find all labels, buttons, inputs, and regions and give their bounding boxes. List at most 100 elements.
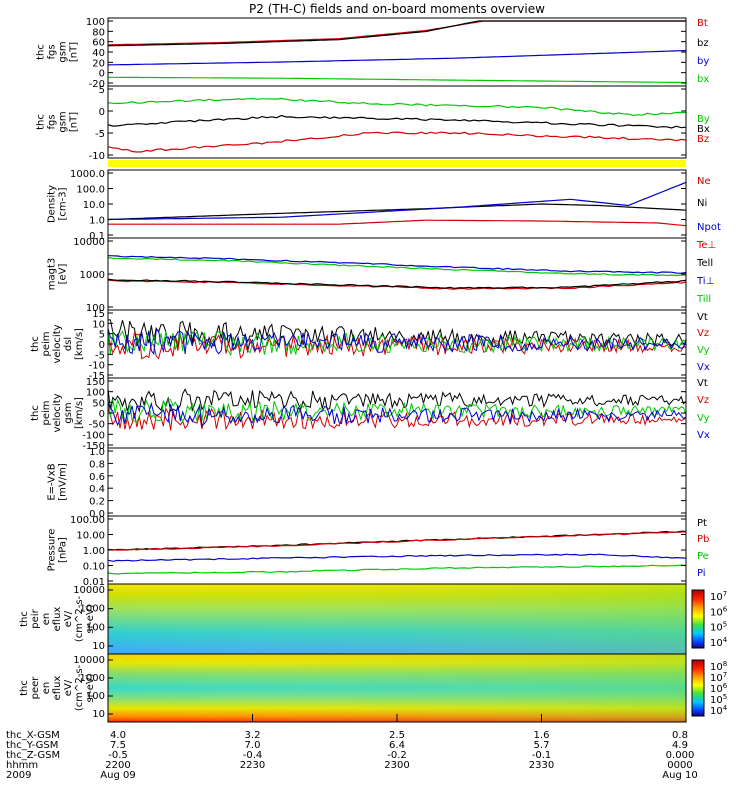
series-line-Tell	[107, 278, 687, 290]
x-tick-value: -0.2	[387, 750, 407, 761]
series-line-Te⊥	[107, 279, 687, 290]
x-tick-value: 2.5	[389, 730, 405, 741]
y-axis-label: velocity	[52, 393, 63, 432]
series-line-Ni	[107, 203, 687, 221]
y-axis-label: [cm-3]	[58, 187, 69, 220]
x-row-label: 2009	[6, 770, 31, 781]
panel-6	[107, 377, 687, 449]
legend-label: Till	[696, 294, 711, 305]
y-tick-label: 0.0	[89, 509, 105, 520]
legend-label: Ti⊥	[696, 276, 714, 287]
series-line-bx	[108, 76, 686, 84]
y-tick-label: -150	[82, 441, 105, 452]
legend-label: Vz	[697, 328, 709, 339]
panel-1	[107, 17, 687, 87]
series-line-bz	[107, 20, 686, 47]
x-tick-value: 0.8	[672, 730, 688, 741]
x-tick-value: -0.1	[532, 750, 552, 761]
y-tick-label: 10	[92, 319, 105, 330]
legend-label: Vx	[697, 430, 710, 441]
y-tick-label: -15	[89, 371, 105, 382]
y-tick-label: 100	[86, 388, 105, 399]
series-line-Vy	[107, 328, 687, 357]
legend-label: Tell	[696, 258, 713, 269]
panel-10	[107, 653, 705, 723]
y-axis-label: thc	[19, 680, 30, 696]
y-tick-label: 40	[92, 48, 105, 59]
y-axis-label: peir	[30, 608, 41, 628]
y-axis-label: E=-VxB	[47, 463, 58, 500]
legend-label: Vy	[697, 413, 710, 424]
y-tick-label: -20	[89, 79, 105, 90]
legend-label: Pi	[697, 568, 706, 579]
y-tick-label: 1000	[80, 604, 105, 615]
legend-label: Vt	[697, 378, 708, 389]
y-tick-label: 0	[99, 340, 105, 351]
x-tick-value: 2300	[384, 760, 409, 771]
panel-3	[107, 169, 687, 239]
y-tick-label: 10.0	[83, 200, 105, 211]
series-line-Ti⊥	[107, 255, 687, 274]
y-axis-label: Density	[47, 185, 58, 223]
y-tick-label: 150	[86, 377, 105, 388]
y-tick-label: 1.0	[89, 447, 105, 458]
y-axis-label: [mV/m]	[58, 463, 69, 501]
y-tick-label: -100	[82, 430, 105, 441]
plot-title: P2 (TH-C) fields and on-board moments ov…	[249, 2, 545, 16]
series-line-Bt	[107, 20, 686, 46]
y-tick-label: -10	[89, 361, 105, 372]
y-axis-label: [km/s]	[74, 397, 85, 429]
y-axis-label: sr-eV)	[85, 673, 96, 702]
legend-label: Pb	[697, 534, 709, 545]
y-axis-label: peim	[41, 400, 52, 425]
x-tick-value: 3.2	[245, 730, 261, 741]
y-tick-label: 100	[86, 303, 105, 314]
series-line-Ne	[108, 219, 687, 227]
y-tick-label: 5	[99, 330, 105, 341]
colorbar-tick: 104	[710, 704, 728, 717]
legend-label: Ne	[697, 176, 711, 187]
y-tick-label: 100.00	[70, 515, 105, 526]
x-row-label: thc_X-GSM	[6, 730, 60, 741]
legend-label: Bz	[697, 134, 709, 145]
y-tick-label: 10	[92, 641, 105, 652]
y-tick-label: 5	[99, 85, 105, 96]
y-axis-label: en	[41, 613, 52, 626]
colorbar-tick: 105	[710, 621, 727, 634]
y-tick-label: 0	[99, 107, 105, 118]
panel-5	[107, 309, 687, 379]
legend-label: Npot	[697, 222, 721, 233]
x-tick-value: 4.0	[110, 730, 126, 741]
y-tick-label: 80	[92, 27, 105, 38]
colorbar	[691, 589, 705, 649]
colorbar-tick: 107	[710, 590, 727, 603]
y-tick-label: 1000.0	[70, 169, 105, 180]
y-axis-label: [nPa]	[58, 537, 69, 563]
y-axis-label: eflux	[52, 607, 63, 632]
series-line-Vz	[107, 406, 687, 431]
y-axis-label: thc	[30, 405, 41, 421]
y-axis-label: (cm^2-s-	[74, 664, 85, 711]
panel-2	[107, 85, 687, 159]
y-tick-label: 1000	[80, 673, 105, 684]
x-tick-value: 7.0	[245, 740, 261, 751]
y-tick-label: 0.6	[89, 472, 105, 483]
y-tick-label: 0.4	[89, 484, 105, 495]
y-axis-label: thc	[36, 114, 47, 130]
series-line-Pt	[107, 530, 687, 551]
legend-label: Pe	[697, 551, 709, 562]
y-tick-label: 100	[86, 691, 105, 702]
y-tick-label: -5	[95, 129, 105, 140]
y-axis-label: eV/	[63, 679, 74, 696]
y-axis-label: thc	[36, 44, 47, 60]
x-tick-value: -0.5	[108, 750, 128, 761]
y-tick-label: 0	[99, 409, 105, 420]
series-line-Vx	[107, 328, 687, 356]
x-tick-value: -0.4	[243, 750, 263, 761]
panel-7	[107, 447, 687, 517]
y-tick-label: 20	[92, 58, 105, 69]
y-tick-label: 100.0	[76, 185, 105, 196]
panel-4	[107, 237, 687, 311]
series-line-By	[107, 97, 686, 117]
legend-label: By	[697, 114, 710, 125]
